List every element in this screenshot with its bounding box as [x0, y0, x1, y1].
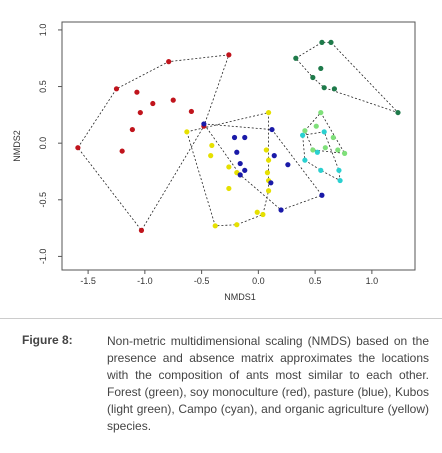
point — [293, 55, 299, 61]
point — [208, 153, 214, 159]
point — [278, 207, 284, 213]
point — [184, 129, 190, 135]
point — [336, 167, 342, 173]
y-tick-label: -1.0 — [38, 249, 48, 265]
x-tick-label: 0.5 — [309, 276, 322, 286]
chart: NMDS1 NMDS2 -1.5 -1.0 -0.5 0.0 0.5 1.0 -1.0 -0.… — [12, 21, 416, 302]
point — [260, 211, 266, 218]
point — [330, 134, 336, 141]
x-tick-label: 1.0 — [366, 276, 379, 286]
point — [310, 147, 316, 153]
point — [170, 97, 176, 103]
caption-text: Non-metric multidimensional scaling (NMD… — [107, 334, 429, 433]
point — [75, 145, 81, 151]
point — [265, 188, 272, 194]
x-tick-label: -0.5 — [194, 276, 210, 286]
y-tick-label: 1.0 — [38, 24, 48, 37]
y-tick-label: -0.5 — [38, 192, 48, 208]
y-tick-label: 0.5 — [38, 80, 48, 93]
point — [166, 59, 172, 65]
point — [209, 142, 215, 149]
point — [119, 148, 125, 154]
point — [237, 160, 243, 167]
point — [318, 167, 324, 173]
y-axis-label: NMDS2 — [12, 130, 22, 162]
point — [302, 128, 308, 134]
point — [318, 109, 324, 116]
point — [234, 222, 240, 228]
point — [318, 65, 324, 72]
y-tick-label: 0.0 — [38, 137, 48, 150]
x-tick-label: -1.0 — [137, 276, 153, 286]
point — [129, 126, 135, 133]
point — [337, 177, 343, 184]
point — [319, 192, 325, 198]
point — [226, 185, 232, 192]
point — [134, 89, 140, 95]
point — [113, 86, 120, 92]
point — [342, 150, 348, 156]
point — [237, 172, 243, 178]
point — [150, 100, 156, 107]
x-tick-label: -1.5 — [80, 276, 96, 286]
group-hull — [304, 111, 346, 154]
caption: Figure 8: Non-metric multidimensional sc… — [0, 318, 442, 433]
point — [201, 121, 207, 127]
point — [271, 153, 277, 159]
point — [302, 157, 308, 163]
plot-frame — [61, 21, 416, 271]
point — [335, 147, 341, 153]
point — [322, 145, 328, 151]
point — [254, 209, 260, 215]
x-axis-label: NMDS1 — [224, 292, 256, 302]
point — [310, 74, 316, 81]
point — [265, 157, 272, 163]
point — [188, 108, 194, 115]
point — [226, 164, 232, 170]
point — [138, 227, 145, 233]
point — [331, 86, 338, 92]
point — [264, 170, 271, 176]
point — [268, 180, 274, 186]
group-hull — [77, 54, 230, 232]
point — [212, 223, 218, 229]
point — [242, 167, 248, 173]
point — [269, 126, 275, 133]
point — [319, 39, 325, 45]
point — [263, 147, 269, 153]
point — [313, 123, 319, 129]
point — [395, 109, 401, 116]
point — [265, 109, 272, 116]
point — [314, 149, 320, 155]
point — [321, 85, 327, 91]
point — [231, 134, 238, 141]
point — [300, 132, 306, 138]
point — [234, 149, 240, 155]
point — [321, 129, 327, 135]
point — [226, 52, 232, 58]
point — [285, 162, 291, 168]
point — [242, 134, 248, 141]
x-tick-label: 0.0 — [252, 276, 265, 286]
group-hull — [203, 123, 323, 211]
point — [328, 39, 334, 45]
caption-label: Figure 8: — [22, 333, 73, 347]
point — [137, 109, 143, 116]
